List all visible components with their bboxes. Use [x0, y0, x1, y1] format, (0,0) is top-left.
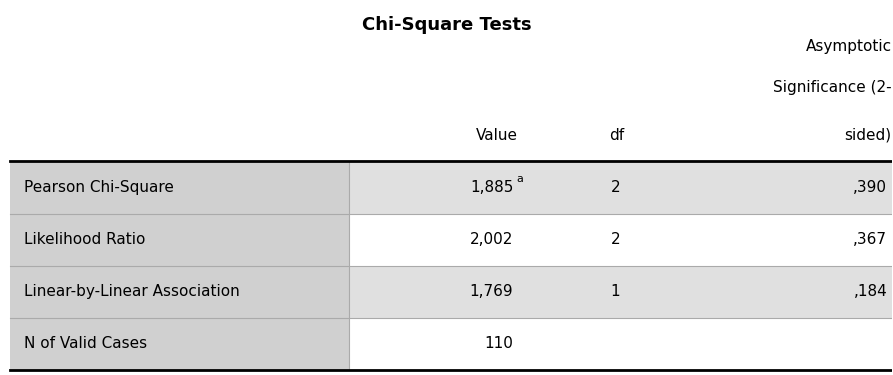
Text: Significance (2-: Significance (2-: [773, 80, 891, 94]
Text: sided): sided): [845, 128, 891, 143]
Text: ,184: ,184: [854, 284, 887, 299]
Text: df: df: [609, 128, 624, 143]
Bar: [11, 213, 348, 266]
Bar: [348, 266, 893, 318]
Text: Asymptotic: Asymptotic: [805, 39, 891, 54]
Text: Likelihood Ratio: Likelihood Ratio: [23, 232, 145, 247]
Text: 110: 110: [484, 336, 513, 351]
Text: Value: Value: [476, 128, 518, 143]
Text: 2: 2: [611, 232, 620, 247]
Bar: [11, 318, 348, 370]
Text: ,367: ,367: [853, 232, 887, 247]
Text: 2: 2: [611, 180, 620, 195]
Text: 1,885: 1,885: [470, 180, 513, 195]
Bar: [11, 162, 348, 213]
Text: 1: 1: [611, 284, 620, 299]
Text: 2,002: 2,002: [470, 232, 513, 247]
Text: 1,769: 1,769: [470, 284, 513, 299]
Bar: [348, 318, 893, 370]
Text: Pearson Chi-Square: Pearson Chi-Square: [23, 180, 173, 195]
Bar: [11, 266, 348, 318]
Bar: [348, 213, 893, 266]
Text: Chi-Square Tests: Chi-Square Tests: [362, 16, 531, 34]
Text: ,390: ,390: [853, 180, 887, 195]
Text: a: a: [516, 174, 522, 184]
Text: N of Valid Cases: N of Valid Cases: [23, 336, 146, 351]
Text: Linear-by-Linear Association: Linear-by-Linear Association: [23, 284, 239, 299]
Bar: [348, 162, 893, 213]
